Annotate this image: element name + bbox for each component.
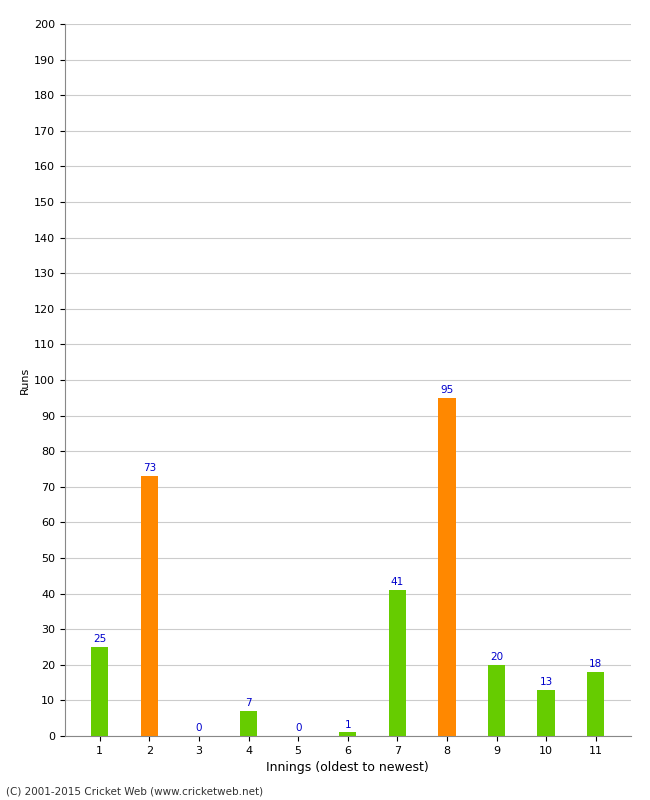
Text: 73: 73 bbox=[143, 463, 156, 474]
Text: 13: 13 bbox=[540, 677, 552, 687]
Text: 0: 0 bbox=[295, 723, 302, 733]
Bar bbox=[538, 690, 555, 736]
Text: 95: 95 bbox=[440, 385, 454, 395]
Text: 1: 1 bbox=[344, 719, 351, 730]
Bar bbox=[438, 398, 456, 736]
Text: 25: 25 bbox=[93, 634, 107, 644]
Text: 41: 41 bbox=[391, 577, 404, 587]
X-axis label: Innings (oldest to newest): Innings (oldest to newest) bbox=[266, 762, 429, 774]
Text: 0: 0 bbox=[196, 723, 202, 733]
Text: 20: 20 bbox=[490, 652, 503, 662]
Bar bbox=[140, 476, 158, 736]
Bar bbox=[339, 733, 356, 736]
Text: 7: 7 bbox=[245, 698, 252, 708]
Bar bbox=[488, 665, 505, 736]
Bar bbox=[91, 647, 109, 736]
Bar bbox=[587, 672, 605, 736]
Text: 18: 18 bbox=[589, 659, 603, 669]
Text: (C) 2001-2015 Cricket Web (www.cricketweb.net): (C) 2001-2015 Cricket Web (www.cricketwe… bbox=[6, 786, 264, 796]
Bar bbox=[240, 711, 257, 736]
Bar bbox=[389, 590, 406, 736]
Y-axis label: Runs: Runs bbox=[20, 366, 30, 394]
